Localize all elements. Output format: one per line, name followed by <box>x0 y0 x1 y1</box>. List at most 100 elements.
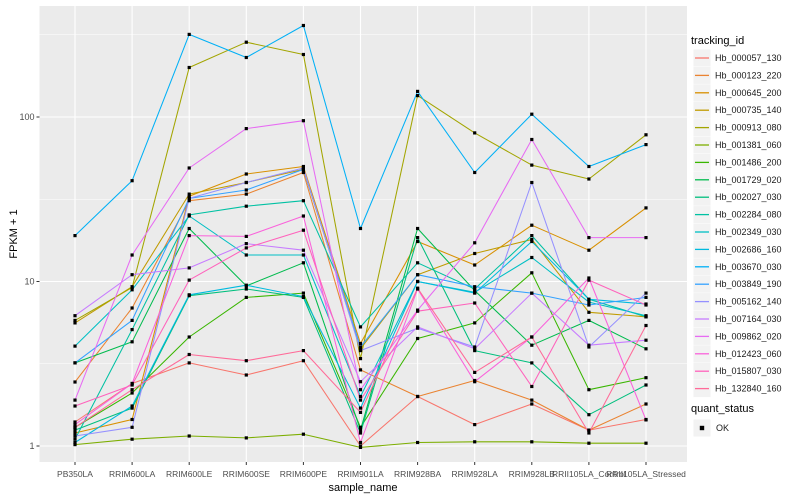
data-point <box>244 242 248 246</box>
data-point <box>301 170 305 175</box>
legend-entry-label: Hb_012423_060 <box>715 349 782 359</box>
x-tick-label: RRIM928LB <box>509 469 556 479</box>
data-point <box>530 234 534 238</box>
data-point <box>587 428 591 432</box>
data-point <box>530 271 534 275</box>
data-point <box>187 352 191 357</box>
data-point <box>473 263 477 267</box>
data-point <box>187 361 191 365</box>
legend-entry: Hb_002686_160 <box>693 240 782 258</box>
data-point <box>473 321 477 325</box>
data-point <box>587 248 591 252</box>
legend-entry: Hb_012423_060 <box>693 345 782 363</box>
legend-entry: Hb_001381_060 <box>693 136 782 154</box>
data-point <box>244 373 248 377</box>
data-point <box>358 425 363 429</box>
data-point <box>301 349 305 353</box>
data-point <box>130 404 134 408</box>
data-point <box>187 226 191 231</box>
data-point <box>416 273 420 277</box>
data-point <box>187 192 191 196</box>
data-point <box>587 431 591 435</box>
legend-entry-label: Hb_003849_190 <box>715 279 782 289</box>
data-point <box>301 52 305 57</box>
data-point <box>358 398 363 402</box>
data-point <box>473 347 477 351</box>
data-point <box>358 341 363 346</box>
data-point <box>187 194 191 198</box>
data-point <box>587 177 591 181</box>
data-point <box>73 344 77 348</box>
data-point <box>644 418 648 422</box>
data-point <box>244 253 248 257</box>
data-point <box>130 425 134 429</box>
legend-entry-label: Hb_001381_060 <box>715 140 782 150</box>
x-tick-label: RRIM928LA <box>452 469 499 479</box>
data-point <box>416 236 420 240</box>
data-point <box>301 432 305 436</box>
data-point <box>244 188 248 192</box>
data-point <box>358 325 363 329</box>
data-point <box>301 166 305 170</box>
legend-entry-label: Hb_002349_030 <box>715 227 782 237</box>
legend-entry-label: Hb_005162_140 <box>715 297 782 307</box>
data-point <box>587 343 591 347</box>
legend-entry-label: Hb_000645_200 <box>715 88 782 98</box>
data-point <box>530 255 534 260</box>
data-point <box>301 253 305 257</box>
data-point <box>530 239 534 244</box>
data-point <box>73 318 77 322</box>
data-point <box>73 404 77 408</box>
legend-entry-label: Hb_000057_130 <box>715 53 782 63</box>
data-point <box>187 335 191 339</box>
quant-legend-title: quant_status <box>691 403 754 415</box>
data-point <box>587 297 591 301</box>
data-point <box>73 420 77 424</box>
data-point <box>473 380 477 384</box>
data-point <box>73 314 77 318</box>
data-point <box>187 434 191 438</box>
x-tick-label: RRIM901LA <box>337 469 384 479</box>
data-point <box>187 166 191 170</box>
legend-entry-label: Hb_007164_030 <box>715 314 782 324</box>
data-point <box>530 223 534 227</box>
data-point <box>244 127 248 131</box>
data-point <box>644 441 648 445</box>
legend-entry: Hb_003670_030 <box>693 258 782 276</box>
data-point <box>587 388 591 392</box>
data-point <box>644 303 648 307</box>
data-point <box>73 431 77 435</box>
data-point <box>301 199 305 203</box>
legend-entry-label: Hb_002284_080 <box>715 210 782 220</box>
data-point <box>530 440 534 444</box>
data-point <box>244 359 248 363</box>
data-point <box>187 278 191 282</box>
y-tick-label: 10 <box>24 277 34 287</box>
data-point <box>244 295 248 299</box>
legend-entry: Hb_000645_200 <box>693 84 782 102</box>
data-point <box>244 172 248 176</box>
data-point <box>244 55 248 60</box>
data-point <box>587 164 591 169</box>
data-point <box>644 314 648 318</box>
data-point <box>530 361 534 365</box>
data-point <box>187 214 191 218</box>
data-point <box>244 246 248 250</box>
data-point <box>73 443 77 447</box>
data-point <box>473 170 477 175</box>
data-point <box>587 413 591 417</box>
data-point <box>130 179 134 183</box>
data-point <box>530 112 534 116</box>
data-point <box>473 301 477 305</box>
data-point <box>187 196 191 200</box>
quant-legend-entry <box>693 419 711 437</box>
axes: 1 10 100 PB350LA RRIM600LA RRIM600LE RRIM600SE… <box>19 112 686 479</box>
data-point <box>244 234 248 238</box>
data-point <box>416 286 420 290</box>
data-point <box>130 328 134 332</box>
legend-entry-label: Hb_002027_030 <box>715 192 782 202</box>
data-point <box>530 237 534 242</box>
data-point <box>130 383 134 387</box>
legend-entry: Hb_001486_200 <box>693 153 782 171</box>
